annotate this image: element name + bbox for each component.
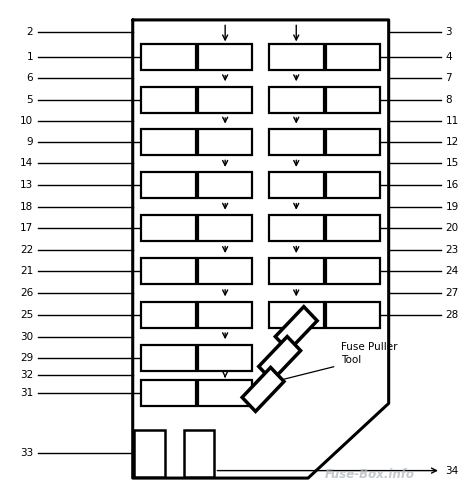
Bar (198, 215, 252, 241)
Text: 12: 12 (446, 137, 459, 147)
Text: 23: 23 (446, 245, 459, 255)
Bar (141, 129, 195, 155)
Text: 16: 16 (446, 180, 459, 190)
Text: 8: 8 (446, 95, 452, 105)
Text: 11: 11 (446, 116, 459, 125)
Text: 3: 3 (446, 27, 452, 37)
Bar (269, 302, 323, 328)
Bar (141, 302, 195, 328)
Text: Fuse-Box.info: Fuse-Box.info (325, 468, 415, 481)
Bar (198, 129, 252, 155)
Text: 28: 28 (446, 310, 459, 320)
Polygon shape (259, 337, 301, 380)
Text: 33: 33 (20, 448, 33, 458)
Bar (326, 44, 380, 70)
Text: 6: 6 (27, 73, 33, 83)
Text: 31: 31 (20, 388, 33, 398)
Bar (134, 429, 165, 477)
Text: 18: 18 (20, 202, 33, 212)
Bar (269, 258, 323, 284)
Text: 22: 22 (20, 245, 33, 255)
Bar (269, 129, 323, 155)
Text: 32: 32 (20, 371, 33, 380)
Text: 4: 4 (446, 52, 452, 62)
Text: 27: 27 (446, 288, 459, 298)
Bar (141, 258, 195, 284)
Bar (198, 380, 252, 406)
Bar (198, 302, 252, 328)
Bar (326, 215, 380, 241)
Bar (326, 87, 380, 113)
Bar (198, 87, 252, 113)
Bar (326, 258, 380, 284)
Polygon shape (275, 307, 317, 351)
Bar (141, 87, 195, 113)
Text: 26: 26 (20, 288, 33, 298)
Text: 24: 24 (446, 266, 459, 276)
Text: 29: 29 (20, 353, 33, 363)
Bar (141, 345, 195, 371)
Text: 13: 13 (20, 180, 33, 190)
Bar (269, 215, 323, 241)
Bar (269, 172, 323, 198)
Text: 25: 25 (20, 310, 33, 320)
Text: 17: 17 (20, 223, 33, 233)
Bar (326, 302, 380, 328)
Text: 19: 19 (446, 202, 459, 212)
Text: 5: 5 (27, 95, 33, 105)
Bar (198, 172, 252, 198)
Bar (141, 44, 195, 70)
Bar (183, 429, 214, 477)
Text: 1: 1 (27, 52, 33, 62)
Bar (326, 172, 380, 198)
Bar (198, 345, 252, 371)
Bar (198, 44, 252, 70)
Bar (198, 258, 252, 284)
Text: Fuse Puller
Tool: Fuse Puller Tool (341, 342, 398, 365)
Text: 20: 20 (446, 223, 459, 233)
Bar (326, 129, 380, 155)
Text: 21: 21 (20, 266, 33, 276)
Text: 2: 2 (27, 27, 33, 37)
Bar (269, 44, 323, 70)
Text: 10: 10 (20, 116, 33, 125)
Polygon shape (242, 368, 284, 411)
Bar (269, 87, 323, 113)
Text: 15: 15 (446, 158, 459, 168)
Bar (141, 215, 195, 241)
Bar (141, 172, 195, 198)
Text: 34: 34 (446, 466, 459, 476)
Text: 9: 9 (27, 137, 33, 147)
Bar (141, 380, 195, 406)
Text: 7: 7 (446, 73, 452, 83)
Text: 30: 30 (20, 332, 33, 342)
Text: 14: 14 (20, 158, 33, 168)
